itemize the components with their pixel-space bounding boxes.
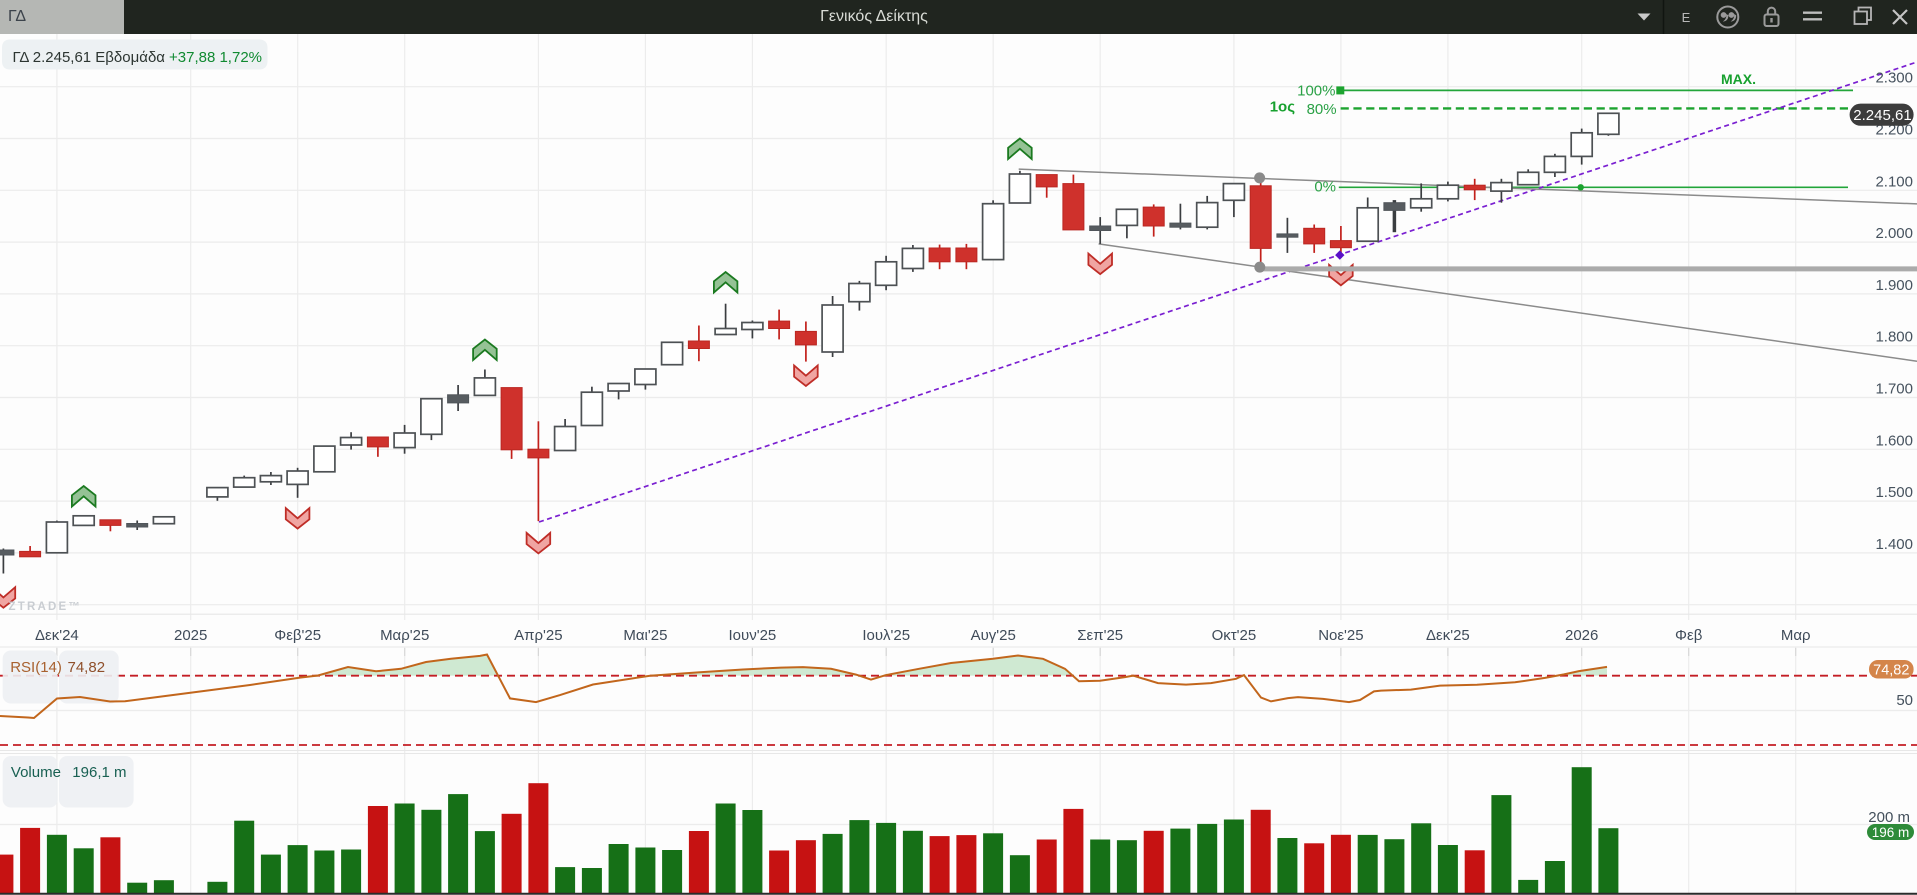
svg-text:Δεκ'24: Δεκ'24 <box>35 627 79 644</box>
svg-text:Απρ'25: Απρ'25 <box>514 627 562 644</box>
svg-text:196,1 m: 196,1 m <box>72 764 126 781</box>
svg-text:Volume: Volume <box>11 764 61 781</box>
svg-text:Αυγ'25: Αυγ'25 <box>971 627 1016 644</box>
svg-text:Νοε'25: Νοε'25 <box>1318 627 1363 644</box>
svg-text:1.500: 1.500 <box>1875 484 1913 501</box>
svg-text:200 m: 200 m <box>1868 809 1910 826</box>
svg-text:Μαρ'25: Μαρ'25 <box>380 627 429 644</box>
svg-text:Ιουλ'25: Ιουλ'25 <box>862 627 910 644</box>
svg-text:1ος: 1ος <box>1270 99 1296 116</box>
svg-text:Μαι'25: Μαι'25 <box>623 627 667 644</box>
svg-text:RSI(14): RSI(14) <box>10 659 62 676</box>
svg-text:ZTRADE™: ZTRADE™ <box>9 601 83 613</box>
svg-text:Ιουν'25: Ιουν'25 <box>729 627 777 644</box>
svg-text:1.400: 1.400 <box>1875 536 1913 553</box>
svg-text:E: E <box>1682 10 1691 25</box>
svg-text:1.700: 1.700 <box>1875 381 1913 398</box>
svg-text:ΓΔ 2.245,61 Εβδομάδα: ΓΔ 2.245,61 Εβδομάδα <box>13 49 166 66</box>
svg-text:50: 50 <box>1896 692 1913 709</box>
svg-text:74,82: 74,82 <box>68 659 106 676</box>
svg-text:Φεβ'25: Φεβ'25 <box>274 627 321 644</box>
svg-text:+37,88 1,72%: +37,88 1,72% <box>169 49 262 66</box>
svg-text:0%: 0% <box>1314 179 1336 196</box>
svg-text:1.900: 1.900 <box>1875 277 1913 294</box>
svg-text:Μαρ: Μαρ <box>1781 627 1811 644</box>
svg-text:2.245,61: 2.245,61 <box>1853 107 1911 124</box>
svg-text:ΜΑΧ.: ΜΑΧ. <box>1721 71 1756 87</box>
svg-text:Σεπ'25: Σεπ'25 <box>1077 627 1123 644</box>
svg-text:196 m: 196 m <box>1872 825 1910 840</box>
svg-text:2.100: 2.100 <box>1875 173 1913 190</box>
svg-text:Οκτ'25: Οκτ'25 <box>1212 627 1257 644</box>
svg-text:74,82: 74,82 <box>1873 662 1909 678</box>
svg-text:Δεκ'25: Δεκ'25 <box>1426 627 1470 644</box>
svg-text:80%: 80% <box>1307 101 1337 118</box>
svg-text:1.800: 1.800 <box>1875 329 1913 346</box>
svg-text:2.300: 2.300 <box>1875 70 1913 87</box>
svg-text:1.600: 1.600 <box>1875 432 1913 449</box>
svg-text:2025: 2025 <box>174 627 207 644</box>
svg-text:2026: 2026 <box>1565 627 1598 644</box>
svg-text:Φεβ: Φεβ <box>1675 627 1703 644</box>
svg-text:100%: 100% <box>1297 83 1335 100</box>
svg-text:2.000: 2.000 <box>1875 225 1913 242</box>
